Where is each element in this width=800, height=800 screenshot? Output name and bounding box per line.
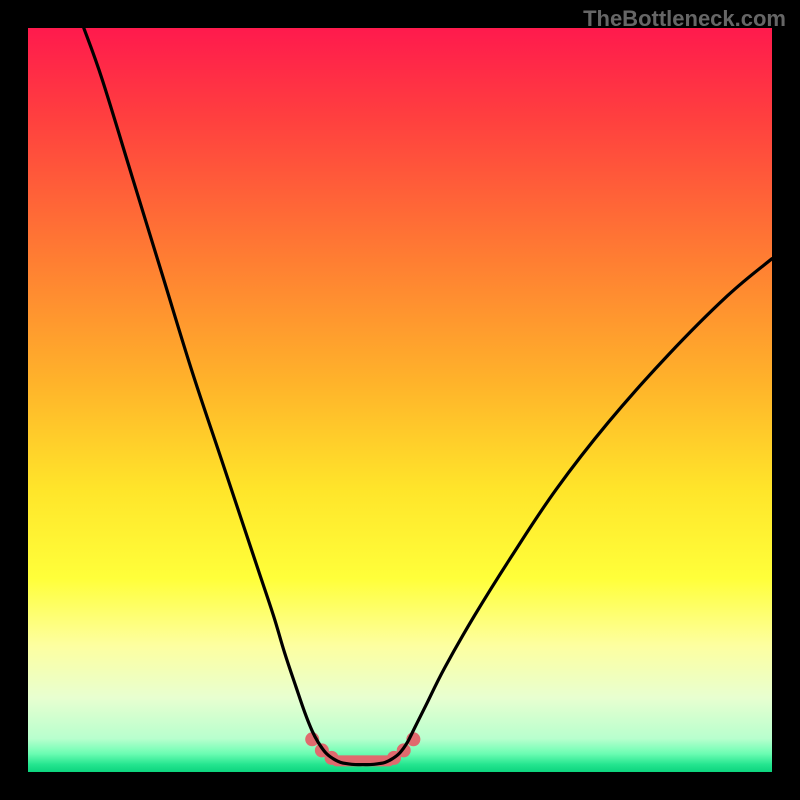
watermark-text: TheBottleneck.com bbox=[583, 6, 786, 32]
plot-area bbox=[28, 28, 772, 772]
bottleneck-curve bbox=[84, 28, 772, 765]
chart-svg bbox=[28, 28, 772, 772]
chart-frame: TheBottleneck.com bbox=[0, 0, 800, 800]
